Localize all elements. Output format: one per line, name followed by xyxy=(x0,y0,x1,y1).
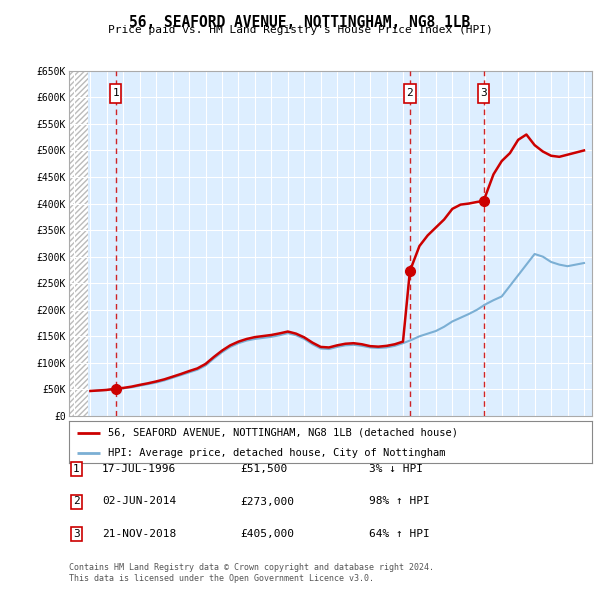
Text: 1: 1 xyxy=(73,464,80,474)
Text: £51,500: £51,500 xyxy=(240,464,287,474)
Text: 56, SEAFORD AVENUE, NOTTINGHAM, NG8 1LB: 56, SEAFORD AVENUE, NOTTINGHAM, NG8 1LB xyxy=(130,15,470,30)
Text: 98% ↑ HPI: 98% ↑ HPI xyxy=(369,497,430,506)
Text: 17-JUL-1996: 17-JUL-1996 xyxy=(102,464,176,474)
Text: 21-NOV-2018: 21-NOV-2018 xyxy=(102,529,176,539)
Text: 3% ↓ HPI: 3% ↓ HPI xyxy=(369,464,423,474)
Text: HPI: Average price, detached house, City of Nottingham: HPI: Average price, detached house, City… xyxy=(108,448,446,457)
Text: £273,000: £273,000 xyxy=(240,497,294,506)
Text: This data is licensed under the Open Government Licence v3.0.: This data is licensed under the Open Gov… xyxy=(69,574,374,583)
FancyBboxPatch shape xyxy=(478,84,490,103)
FancyBboxPatch shape xyxy=(404,84,416,103)
Text: 64% ↑ HPI: 64% ↑ HPI xyxy=(369,529,430,539)
Text: 2: 2 xyxy=(73,497,80,506)
Text: 3: 3 xyxy=(480,88,487,98)
Text: 2: 2 xyxy=(407,88,413,98)
Text: Contains HM Land Registry data © Crown copyright and database right 2024.: Contains HM Land Registry data © Crown c… xyxy=(69,563,434,572)
Text: 3: 3 xyxy=(73,529,80,539)
Text: 56, SEAFORD AVENUE, NOTTINGHAM, NG8 1LB (detached house): 56, SEAFORD AVENUE, NOTTINGHAM, NG8 1LB … xyxy=(108,428,458,438)
Text: 1: 1 xyxy=(112,88,119,98)
Text: 02-JUN-2014: 02-JUN-2014 xyxy=(102,497,176,506)
FancyBboxPatch shape xyxy=(110,84,121,103)
Text: £405,000: £405,000 xyxy=(240,529,294,539)
Text: Price paid vs. HM Land Registry's House Price Index (HPI): Price paid vs. HM Land Registry's House … xyxy=(107,25,493,35)
